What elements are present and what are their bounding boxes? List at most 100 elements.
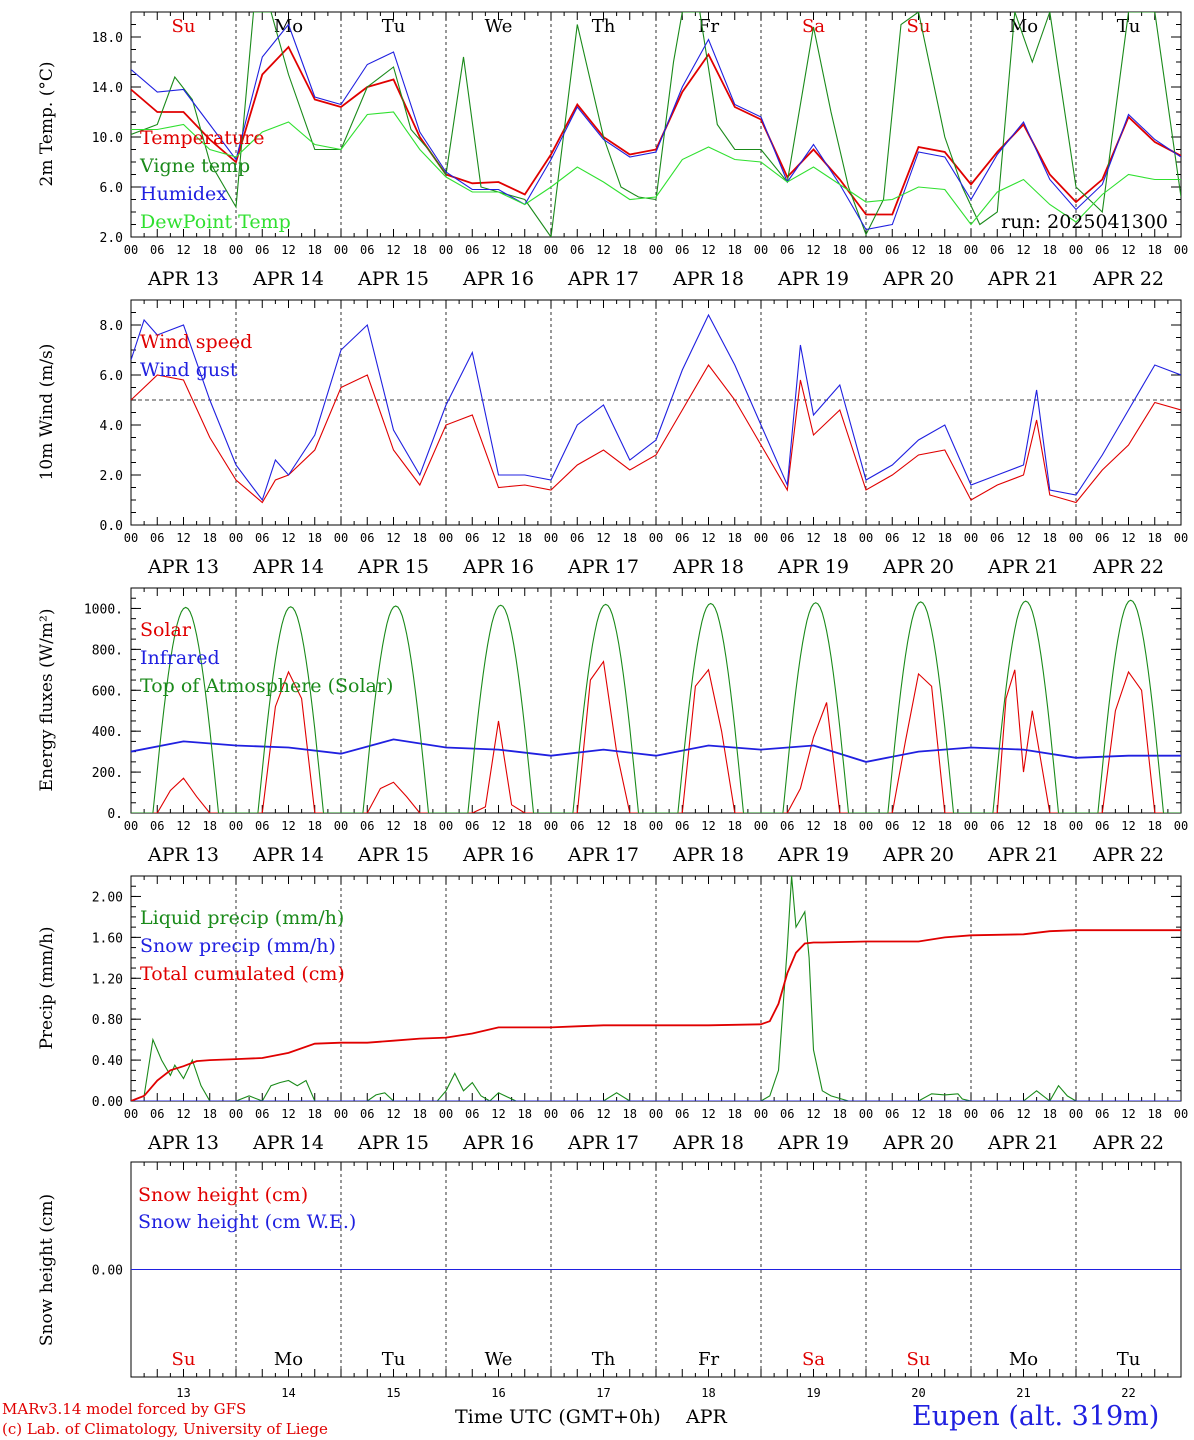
precip-y-tick-label: 1.60 (92, 931, 123, 946)
precip-hour-label: 00 (649, 1107, 663, 1121)
wind-hour-label: 06 (570, 531, 584, 545)
temperature-legend-2: Vigne temp (139, 155, 250, 177)
wind-date-label: APR 22 (1092, 556, 1164, 578)
precip-hour-label: 12 (1016, 1107, 1030, 1121)
temperature-weekday-label: Th (592, 16, 616, 37)
precip-hour-label: 12 (806, 1107, 820, 1121)
precip-y-tick-label: 0.00 (92, 1095, 123, 1110)
wind-date-label: APR 21 (987, 556, 1059, 578)
precip-hour-label: 12 (386, 1107, 400, 1121)
precip-hour-label: 18 (1043, 1107, 1057, 1121)
temperature-date-label: APR 16 (462, 268, 534, 290)
temperature-hour-label: 18 (308, 243, 322, 257)
temperature-hour-label: 12 (911, 243, 925, 257)
wind-hour-label: 12 (491, 531, 505, 545)
precip-hour-label: 06 (150, 1107, 164, 1121)
snow-day-number: 17 (596, 1386, 610, 1400)
precip-date-label: APR 13 (147, 1132, 219, 1154)
snow-weekday-label: Tu (382, 1349, 406, 1370)
precip-date-label: APR 16 (462, 1132, 534, 1154)
wind-hour-label: 18 (203, 531, 217, 545)
precip-y-axis-label: Precip (mm/h) (37, 926, 57, 1049)
precip-hour-label: 00 (229, 1107, 243, 1121)
temperature-hour-label: 12 (1016, 243, 1030, 257)
precip-legend-2: Snow precip (mm/h) (140, 935, 336, 957)
wind-hour-label: 12 (701, 531, 715, 545)
energy-plot-area (131, 599, 1181, 813)
energy-series-top-of-atmosphere-solar- (131, 599, 1181, 813)
wind-hour-label: 00 (649, 531, 663, 545)
temperature-date-label: APR 18 (672, 268, 744, 290)
precip-y-tick-label: 1.20 (92, 972, 123, 987)
wind-hour-label: 18 (623, 531, 637, 545)
precip-hour-label: 06 (570, 1107, 584, 1121)
wind-hour-label: 00 (964, 531, 978, 545)
temperature-hour-label: 18 (938, 243, 952, 257)
energy-hour-label: 12 (491, 819, 505, 833)
wind-hour-label: 00 (439, 531, 453, 545)
precip-date-label: APR 21 (987, 1132, 1059, 1154)
temperature-legend-4: DewPoint Temp (140, 211, 291, 233)
precip-date-label: APR 15 (357, 1132, 429, 1154)
temperature-hour-label: 06 (675, 243, 689, 257)
temperature-hour-label: 18 (518, 243, 532, 257)
wind-date-label: APR 18 (672, 556, 744, 578)
x-axis-title: Time UTC (GMT+0h) (455, 1406, 661, 1428)
temperature-date-label: APR 14 (252, 268, 324, 290)
temperature-hour-label: 18 (1148, 243, 1162, 257)
energy-y-tick-label: 200. (92, 766, 123, 781)
wind-hour-label: 12 (281, 531, 295, 545)
precip-hour-label: 00 (1174, 1107, 1188, 1121)
footer-lab: (c) Lab. of Climatology, University of L… (2, 1420, 328, 1438)
temperature-hour-label: 06 (570, 243, 584, 257)
snow-day-number: 15 (386, 1386, 400, 1400)
precip-plot-area (131, 876, 1181, 1101)
precip-hour-label: 06 (780, 1107, 794, 1121)
energy-hour-label: 18 (833, 819, 847, 833)
precip-date-label: APR 19 (777, 1132, 849, 1154)
energy-hour-label: 12 (1121, 819, 1135, 833)
energy-hour-label: 12 (911, 819, 925, 833)
wind-hour-label: 00 (334, 531, 348, 545)
snow-day-number: 19 (806, 1386, 820, 1400)
temperature-hour-label: 12 (596, 243, 610, 257)
temperature-hour-label: 12 (491, 243, 505, 257)
energy-hour-label: 12 (176, 819, 190, 833)
temperature-hour-label: 00 (439, 243, 453, 257)
energy-hour-label: 06 (465, 819, 479, 833)
precip-hour-label: 18 (833, 1107, 847, 1121)
temperature-date-label: APR 20 (882, 268, 954, 290)
panel-energy: 0. 200. 400. 600. 800. 1000. Energy fluxes (W/… (37, 587, 1188, 866)
temperature-plot-area (131, 12, 1181, 237)
temperature-legend-1: Temperature (140, 127, 264, 149)
snow-weekday-label: Fr (698, 1349, 719, 1370)
wind-hour-label: 06 (150, 531, 164, 545)
temperature-hour-label: 00 (1069, 243, 1083, 257)
temperature-hour-label: 12 (176, 243, 190, 257)
wind-hour-label: 18 (413, 531, 427, 545)
precip-hour-label: 00 (124, 1107, 138, 1121)
energy-y-tick-label: 0. (107, 807, 123, 822)
temperature-hour-label: 18 (728, 243, 742, 257)
wind-y-axis-label: 10m Wind (m/s) (37, 344, 57, 481)
energy-hour-label: 00 (649, 819, 663, 833)
wind-hour-label: 06 (465, 531, 479, 545)
energy-hour-label: 06 (885, 819, 899, 833)
wind-hour-label: 12 (596, 531, 610, 545)
snow-day-number: 21 (1016, 1386, 1030, 1400)
precip-hour-label: 18 (623, 1107, 637, 1121)
temperature-hour-label: 00 (754, 243, 768, 257)
precip-hour-label: 06 (990, 1107, 1004, 1121)
temperature-hour-label: 06 (1095, 243, 1109, 257)
precip-hour-label: 12 (1121, 1107, 1135, 1121)
wind-hour-label: 00 (229, 531, 243, 545)
panel-snow: 0.00 Snow height (cm) Su Mo Tu We Th Fr Sa Su Mo Tu… (37, 1161, 1182, 1400)
precip-legend-1: Liquid precip (mm/h) (140, 907, 344, 929)
energy-legend-3: Top of Atmosphere (Solar) (140, 675, 393, 697)
temperature-hour-label: 00 (334, 243, 348, 257)
wind-frame (130, 299, 1182, 526)
temperature-weekday-label: Su (172, 16, 196, 37)
wind-hour-label: 06 (360, 531, 374, 545)
temperature-hour-label: 12 (806, 243, 820, 257)
energy-series-solar (131, 660, 1181, 813)
